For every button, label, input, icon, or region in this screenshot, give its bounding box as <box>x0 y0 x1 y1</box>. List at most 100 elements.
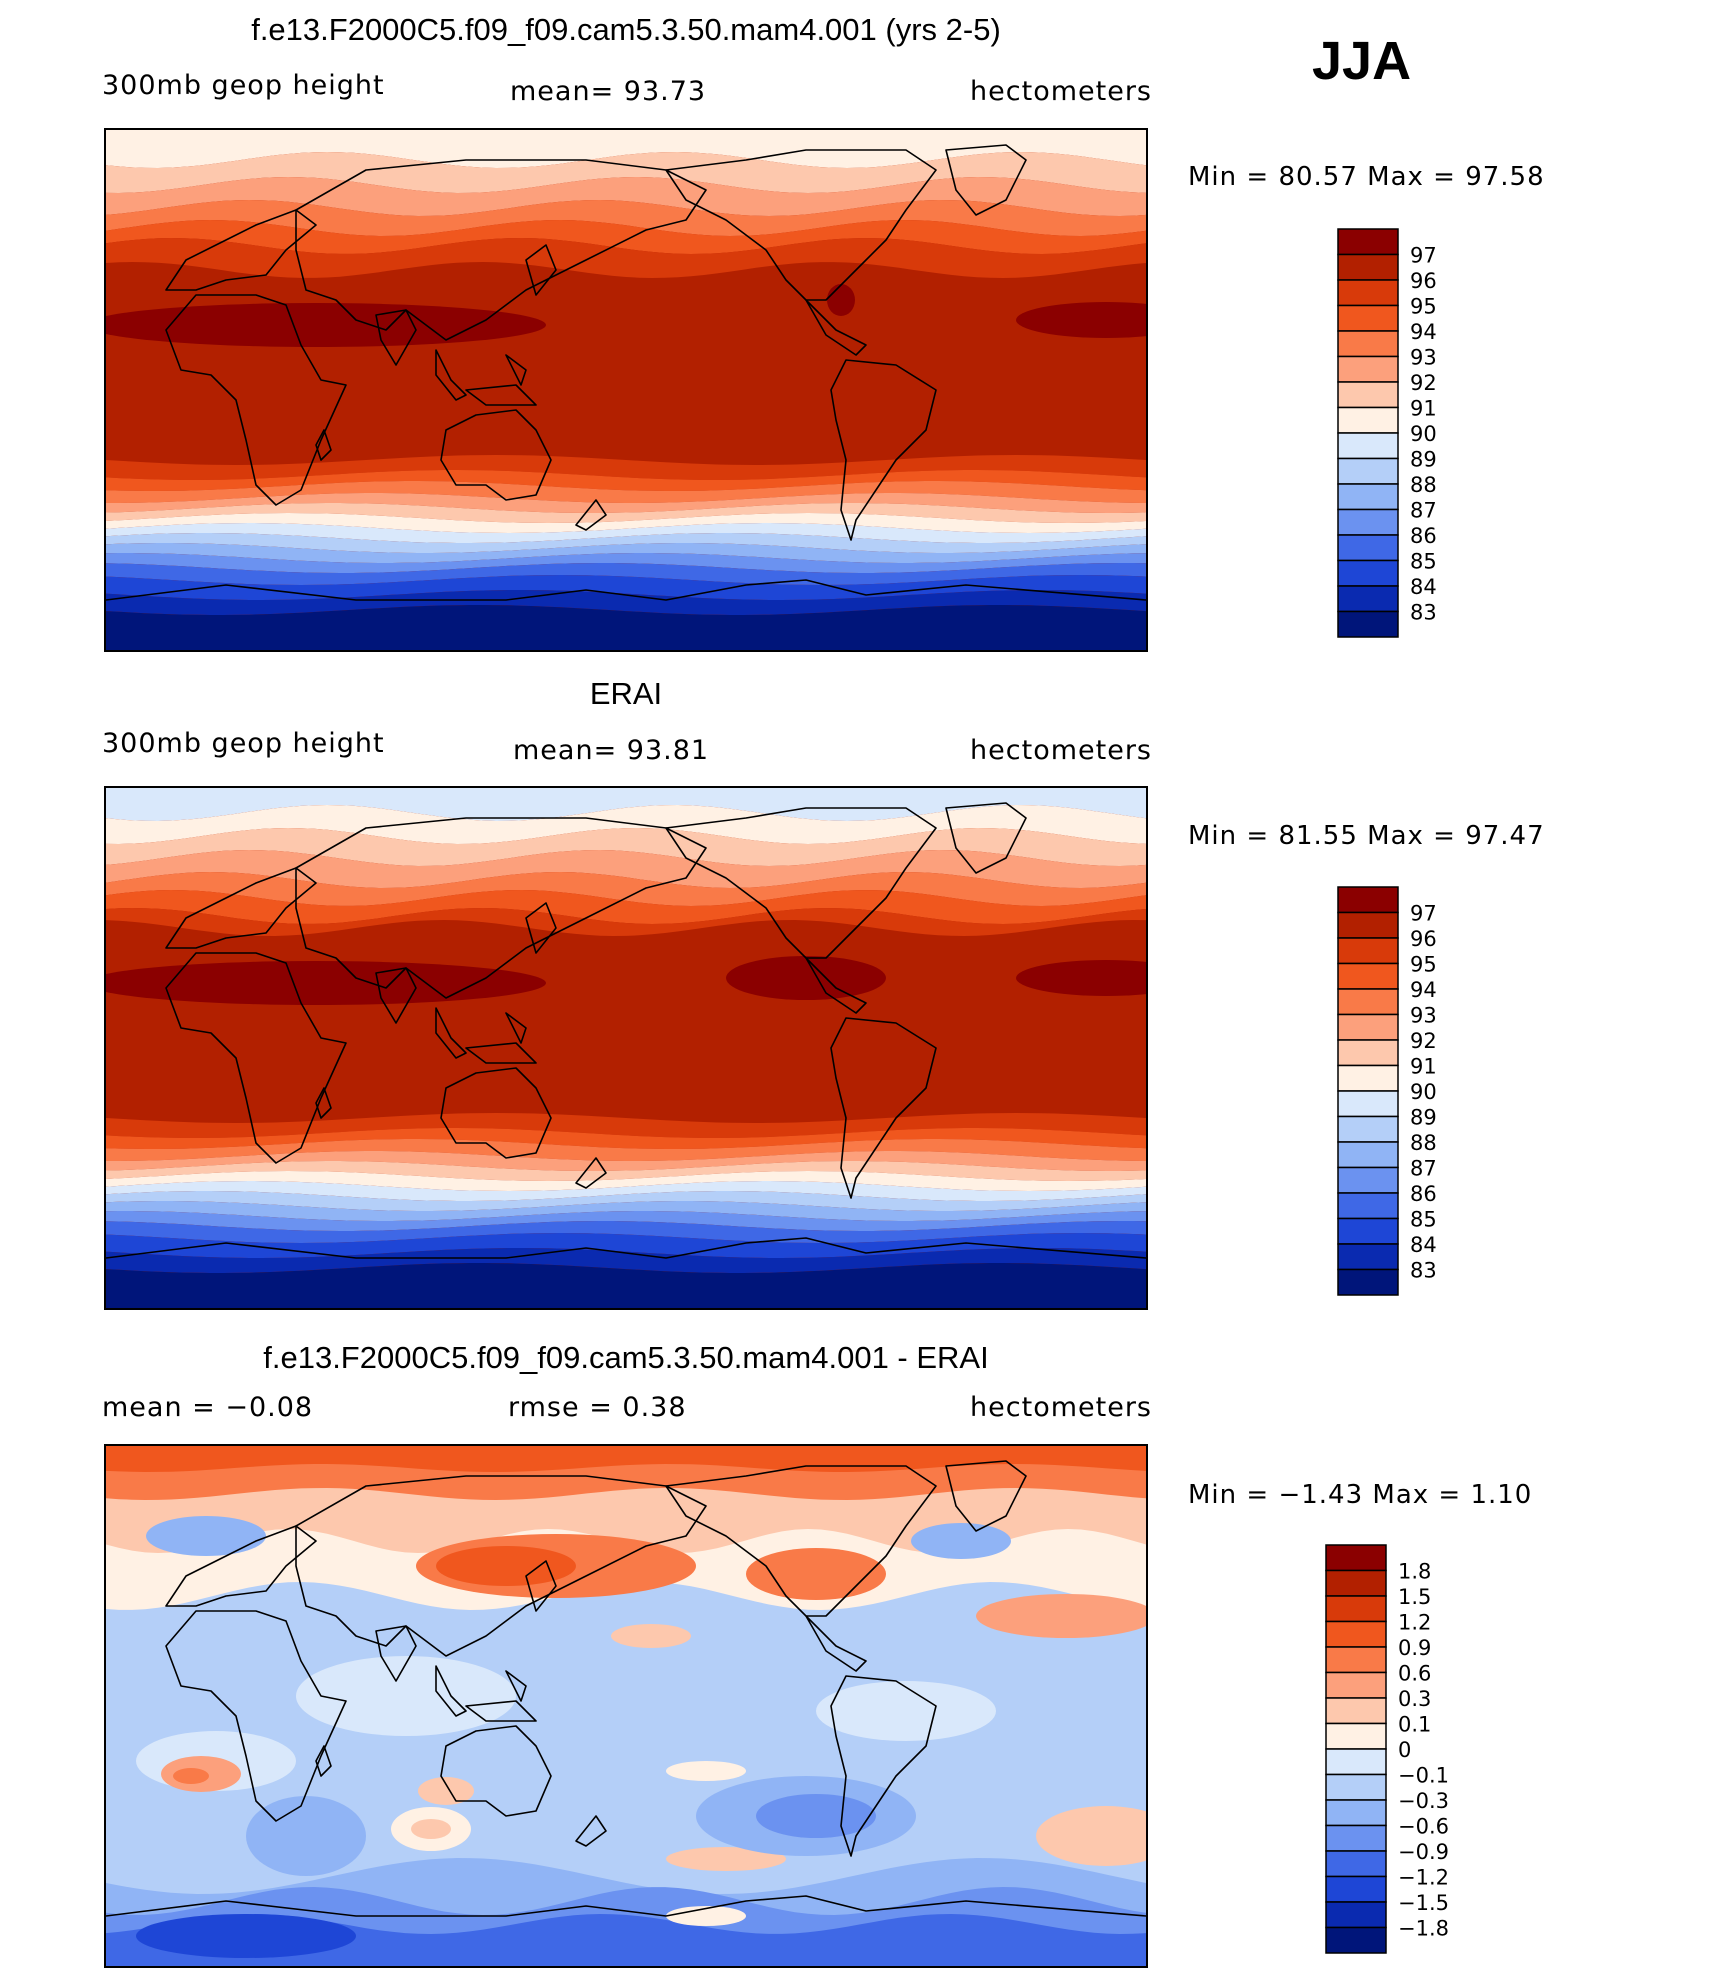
colorbar-tick-label: 94 <box>1410 320 1437 344</box>
contour-band <box>106 1914 1146 1966</box>
coastline <box>435 1665 537 1722</box>
contour-band <box>436 1546 576 1586</box>
coastline <box>106 579 1146 601</box>
colorbar-tick-label: 87 <box>1410 499 1437 523</box>
colorbar-swatch <box>1337 911 1399 939</box>
diff-mean-label: mean = −0.08 <box>102 1392 314 1423</box>
coastline <box>575 1157 607 1189</box>
contour-band <box>666 1906 746 1926</box>
colorbar-swatch <box>1325 1850 1387 1878</box>
colorbar-swatch <box>1337 610 1399 638</box>
contour-band <box>418 1777 474 1805</box>
model-minmax-label: Min = 80.57 Max = 97.58 <box>1188 162 1545 192</box>
coastline <box>525 902 557 954</box>
contour-band <box>911 1523 1011 1559</box>
contour-band <box>106 303 546 347</box>
obs-map <box>104 786 1148 1310</box>
colorbar-tick-label: 91 <box>1410 1055 1437 1079</box>
colorbar-swatch <box>1337 1217 1399 1245</box>
colorbar-tick-label: 89 <box>1410 448 1437 472</box>
obs-mean-label: mean= 93.81 <box>513 735 710 766</box>
colorbar-swatch <box>1337 508 1399 536</box>
contour-band <box>106 850 1146 888</box>
model-map <box>104 128 1148 652</box>
colorbar-tick-label: 90 <box>1410 1080 1437 1104</box>
colorbar-tick-label: 84 <box>1410 575 1437 599</box>
coastline <box>525 1560 557 1612</box>
colorbar-swatch <box>1325 1799 1387 1827</box>
coastline <box>315 1087 332 1119</box>
contour-band <box>106 1171 1146 1191</box>
colorbar-swatch <box>1337 304 1399 332</box>
coastline <box>805 1615 867 1672</box>
season-label: JJA <box>1312 31 1412 91</box>
colorbar-tick-label: −0.1 <box>1398 1764 1449 1788</box>
colorbar-tick-label: −0.6 <box>1398 1815 1449 1839</box>
colorbar-swatch <box>1337 279 1399 307</box>
coastline <box>575 499 607 531</box>
coastline <box>106 1895 1146 1917</box>
colorbar-tick-label: 85 <box>1410 1208 1437 1232</box>
contour-band <box>106 177 1146 216</box>
coastlines <box>106 802 1146 1259</box>
model-units-label: hectometers <box>970 76 1152 107</box>
contour-band <box>106 1201 1146 1221</box>
model-variable-label: 300mb geop height <box>102 70 385 101</box>
contour-band <box>106 805 1146 844</box>
coastlines <box>106 144 1146 601</box>
colorbar-swatch <box>1325 1620 1387 1648</box>
contour-band <box>106 238 1146 278</box>
colorbar-swatch <box>1325 1595 1387 1623</box>
coastline <box>945 802 1027 874</box>
coastline <box>805 957 867 1014</box>
colorbar-tick-label: 93 <box>1410 346 1437 370</box>
coastline <box>375 309 417 366</box>
diff-map-field <box>106 1446 1146 1966</box>
contour-band <box>106 152 1146 193</box>
contour-band <box>726 956 886 1000</box>
colorbar-swatch <box>1337 988 1399 1016</box>
contour-band <box>106 220 1146 254</box>
contour-band <box>106 481 1146 503</box>
coastline <box>165 294 347 506</box>
colorbar-tick-label: 97 <box>1410 244 1437 268</box>
coastline <box>665 1465 937 1617</box>
contour-band <box>106 493 1146 513</box>
colorbar-swatch <box>1337 228 1399 256</box>
contour-band <box>106 788 1146 821</box>
coastline <box>945 144 1027 216</box>
colorbar-tick-label: 0.3 <box>1398 1687 1431 1711</box>
contour-band <box>106 200 1146 236</box>
diff-rmse-label: rmse = 0.38 <box>508 1392 687 1423</box>
colorbar-tick-label: 94 <box>1410 978 1437 1002</box>
contour-band <box>106 1161 1146 1181</box>
colorbar-tick-label: 86 <box>1410 1182 1437 1206</box>
coastline <box>165 1525 317 1607</box>
coastline <box>945 1460 1027 1532</box>
contour-band <box>106 590 1146 615</box>
coastline <box>525 244 557 296</box>
coastline <box>665 149 937 301</box>
colorbar-tick-label: −1.8 <box>1398 1917 1449 1941</box>
contour-band <box>1016 302 1146 338</box>
colorbar-tick-label: 88 <box>1410 1131 1437 1155</box>
obs-map-field <box>106 788 1146 1308</box>
colorbar-tick-label: 0 <box>1398 1738 1411 1762</box>
contour-band <box>106 961 546 1005</box>
colorbar-tick-label: −0.9 <box>1398 1840 1449 1864</box>
contour-band <box>246 1796 366 1876</box>
obs-variable-label: 300mb geop height <box>102 728 385 759</box>
contour-band <box>827 284 855 316</box>
diff-minmax-label: Min = −1.43 Max = 1.10 <box>1188 1480 1533 1510</box>
colorbar-swatch <box>1337 457 1399 485</box>
coastline <box>830 1017 937 1199</box>
obs-minmax-label: Min = 81.55 Max = 97.47 <box>1188 821 1545 851</box>
colorbar-swatch <box>1325 1748 1387 1776</box>
contour-band <box>106 553 1146 573</box>
contour-band <box>106 1151 1146 1171</box>
contour-band <box>106 523 1146 543</box>
diff-panel-title: f.e13.F2000C5.f09_f09.cam5.3.50.mam4.001… <box>263 1340 989 1375</box>
contour-band <box>136 1914 356 1958</box>
colorbar-tick-label: 83 <box>1410 601 1437 625</box>
obs-colorbar: 97 96 95 94 93 92 91 90 89 88 87 86 85 84 83 <box>1337 886 1478 1299</box>
